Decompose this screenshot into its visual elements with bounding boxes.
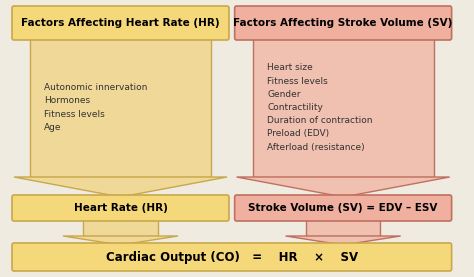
- FancyBboxPatch shape: [235, 6, 452, 40]
- Text: Heart Rate (HR): Heart Rate (HR): [73, 203, 167, 213]
- Text: Stroke Volume (SV) = EDV – ESV: Stroke Volume (SV) = EDV – ESV: [248, 203, 438, 213]
- Bar: [83, 219, 158, 236]
- Text: Factors Affecting Heart Rate (HR): Factors Affecting Heart Rate (HR): [21, 18, 220, 28]
- Text: Factors Affecting Stroke Volume (SV): Factors Affecting Stroke Volume (SV): [234, 18, 453, 28]
- FancyBboxPatch shape: [12, 6, 229, 40]
- Polygon shape: [63, 236, 178, 245]
- FancyBboxPatch shape: [12, 195, 229, 221]
- Polygon shape: [286, 236, 401, 245]
- Text: Cardiac Output (CO)   =    HR    ×    SV: Cardiac Output (CO) = HR × SV: [106, 250, 358, 263]
- Text: Heart size
Fitness levels
Gender
Contractility
Duration of contraction
Preload (: Heart size Fitness levels Gender Contrac…: [267, 63, 373, 152]
- Bar: [306, 219, 381, 236]
- Polygon shape: [14, 177, 227, 197]
- FancyBboxPatch shape: [235, 195, 452, 221]
- Bar: [253, 38, 434, 177]
- Polygon shape: [237, 177, 450, 197]
- FancyBboxPatch shape: [12, 243, 452, 271]
- Text: Autonomic innervation
Hormones
Fitness levels
Age: Autonomic innervation Hormones Fitness l…: [45, 83, 148, 132]
- Bar: [30, 38, 211, 177]
